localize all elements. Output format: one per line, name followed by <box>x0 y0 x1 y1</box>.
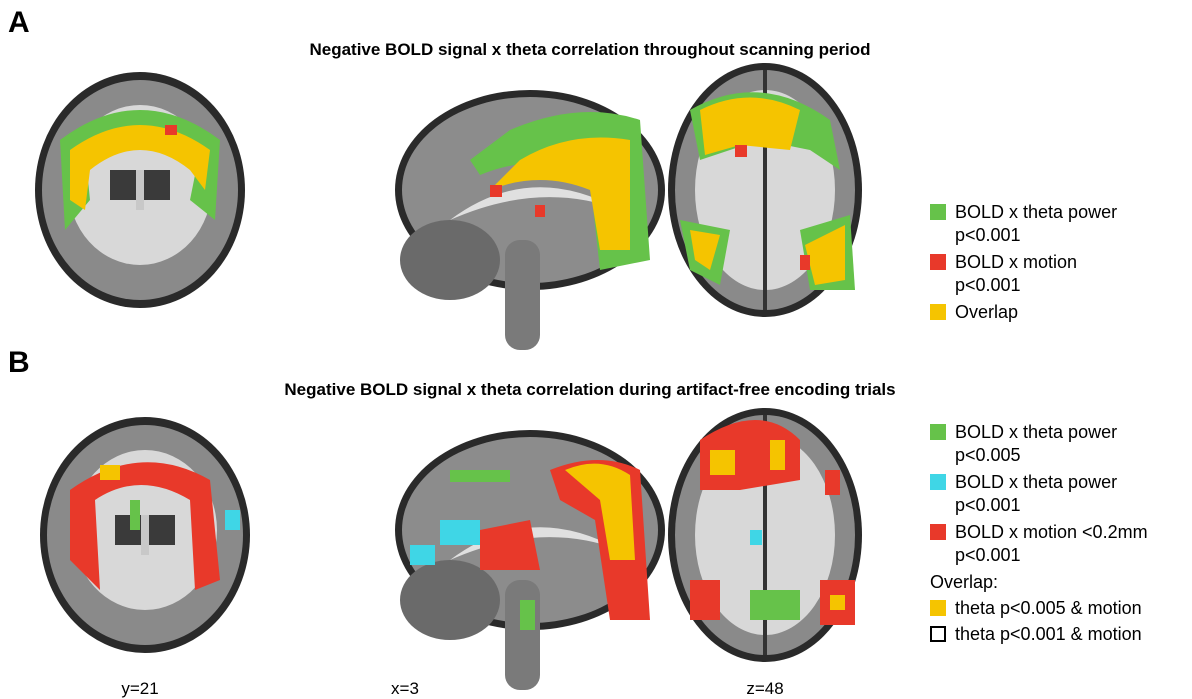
panel-title: Negative BOLD signal x theta correlation… <box>309 40 870 59</box>
legend-text: BOLD x motion <box>955 252 1077 272</box>
legend-swatch <box>930 204 946 220</box>
panel-a-images <box>35 63 862 350</box>
legend-text: BOLD x theta power <box>955 202 1117 222</box>
legend-swatch <box>931 627 945 641</box>
figure: A Negative BOLD signal x theta correlatio… <box>0 0 1192 699</box>
legend-text: theta p<0.001 & motion <box>955 624 1142 644</box>
panel-b-images <box>40 408 862 690</box>
legend-text: BOLD x theta power <box>955 422 1117 442</box>
legend-text: p<0.001 <box>955 495 1021 515</box>
legend-text: p<0.001 <box>955 275 1021 295</box>
legend-text: Overlap: <box>930 572 998 592</box>
legend-text: p<0.001 <box>955 545 1021 565</box>
legend-swatch <box>930 424 946 440</box>
legend-text: p<0.005 <box>955 445 1021 465</box>
panel-title: Negative BOLD signal x theta correlation… <box>284 380 895 399</box>
legend-text: theta p<0.005 & motion <box>955 598 1142 618</box>
legend-text: p<0.001 <box>955 225 1021 245</box>
legend-swatch <box>930 524 946 540</box>
slice-label: y=21 <box>121 679 158 698</box>
panel-label: B <box>8 346 30 379</box>
slice-label: x=3 <box>391 679 419 698</box>
panel-label: A <box>8 6 30 39</box>
legend-swatch <box>930 474 946 490</box>
legend-text: BOLD x theta power <box>955 472 1117 492</box>
legend-swatch <box>930 254 946 270</box>
slice-label: z=48 <box>746 679 783 698</box>
legend-text: BOLD x motion <0.2mm <box>955 522 1148 542</box>
legend-swatch <box>930 600 946 616</box>
legend-text: Overlap <box>955 302 1018 322</box>
legend-swatch <box>930 304 946 320</box>
